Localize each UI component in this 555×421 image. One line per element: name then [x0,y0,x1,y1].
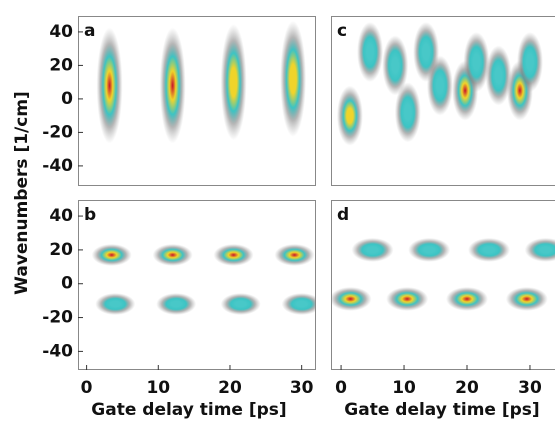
intensity-peak [159,27,186,144]
x-tick-label: 0 [335,378,347,398]
intensity-peak [468,237,511,262]
heatmap-panel [331,200,555,370]
y-tick-label: 20 [49,240,73,260]
intensity-peak [96,27,123,144]
intensity-peak [220,293,261,316]
panel-label-box [79,201,101,227]
intensity-peak [408,237,451,262]
intensity-peak [274,243,315,266]
intensity-peak [91,243,132,266]
heatmap-panel [78,16,316,186]
x-tick-label: 30 [290,378,314,398]
intensity-peak [336,85,363,146]
x-axis-label: Gate delay time [ps] [344,400,539,420]
intensity-peak [463,32,490,93]
x-tick-label: 20 [455,378,479,398]
intensity-peak [357,22,384,83]
panel-frame [78,16,316,186]
panel-frame [331,16,555,186]
y-tick-label: 0 [61,274,73,294]
panel-label-box [332,201,354,227]
panel-label-box [79,17,101,43]
panel-frame [331,200,555,370]
panel-background [78,200,316,370]
intensity-peak [95,293,136,316]
x-tick-label: 20 [218,378,242,398]
intensity-peak [516,32,543,93]
heatmap-panel [78,200,316,370]
y-tick-label: 40 [49,206,73,226]
y-tick-label: -20 [42,122,73,142]
y-tick-label: -40 [42,156,73,176]
y-axis-label: Wavenumbers [1/cm] [12,91,32,295]
x-axis-label: Gate delay time [ps] [91,400,286,420]
intensity-peak [394,82,421,143]
intensity-peak [331,286,372,311]
y-tick-label: -40 [42,341,73,361]
panel-label: b [84,205,96,225]
intensity-peak [446,286,488,311]
panel-background [331,200,555,370]
y-tick-label: 20 [49,55,73,75]
intensity-peak [351,237,394,262]
intensity-peak [426,55,453,116]
intensity-peak [156,293,197,316]
panel-label-box [332,17,354,43]
intensity-peak [280,20,307,137]
panel-label: a [84,21,95,41]
x-tick-label: 30 [518,378,542,398]
x-tick-label: 10 [146,378,170,398]
y-tick-label: -20 [42,308,73,328]
panel-label: d [337,205,349,225]
x-tick-label: 10 [392,378,416,398]
x-tick-label: 0 [81,378,93,398]
panel-frame [78,200,316,370]
intensity-peak [382,35,409,96]
intensity-peak [281,293,316,316]
intensity-peak [386,286,429,311]
heatmap-panel [331,16,555,186]
intensity-peak [524,237,555,262]
intensity-peak [152,243,193,266]
y-tick-label: 40 [49,22,73,42]
intensity-peak [505,286,548,311]
intensity-peak [485,45,512,106]
panel-label: c [337,21,347,41]
y-tick-label: 0 [61,89,73,109]
intensity-peak [213,243,254,266]
intensity-peak [220,24,247,141]
